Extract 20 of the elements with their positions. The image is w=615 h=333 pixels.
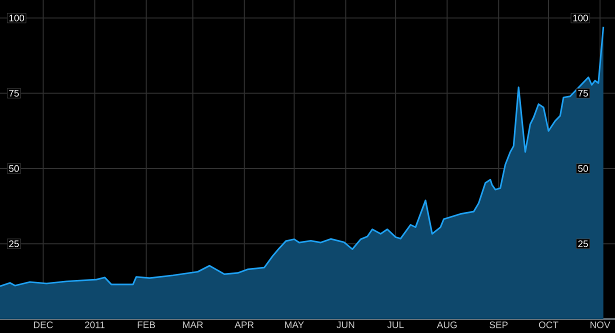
x-tick-label: NOV	[590, 322, 610, 328]
x-tick-label: MAR	[183, 322, 203, 328]
y-tick-label: 25	[9, 240, 19, 248]
y2-tick-label: 75	[578, 90, 588, 97]
x-tick-label: APR	[234, 322, 254, 328]
x-tick-label: AUG	[436, 322, 457, 328]
y-tick-label: 50	[9, 165, 19, 172]
y-tick-label: 100	[9, 14, 24, 22]
x-tick-label: 2011	[85, 322, 104, 328]
x-tick-label: OCT	[538, 322, 558, 328]
x-tick-label: JUN	[336, 322, 354, 328]
y2-tick-label: 50	[578, 165, 588, 172]
x-tick-label: MAY	[285, 322, 304, 328]
x-tick-label: DEC	[34, 322, 53, 328]
x-tick-label: JUL	[387, 322, 404, 328]
x-tick-label: FEB	[138, 322, 155, 328]
y2-tick-label: 100	[573, 14, 588, 22]
y2-tick-label: 25	[578, 240, 588, 248]
y-tick-label: 75	[9, 90, 19, 97]
x-tick-label: SEP	[490, 322, 508, 328]
